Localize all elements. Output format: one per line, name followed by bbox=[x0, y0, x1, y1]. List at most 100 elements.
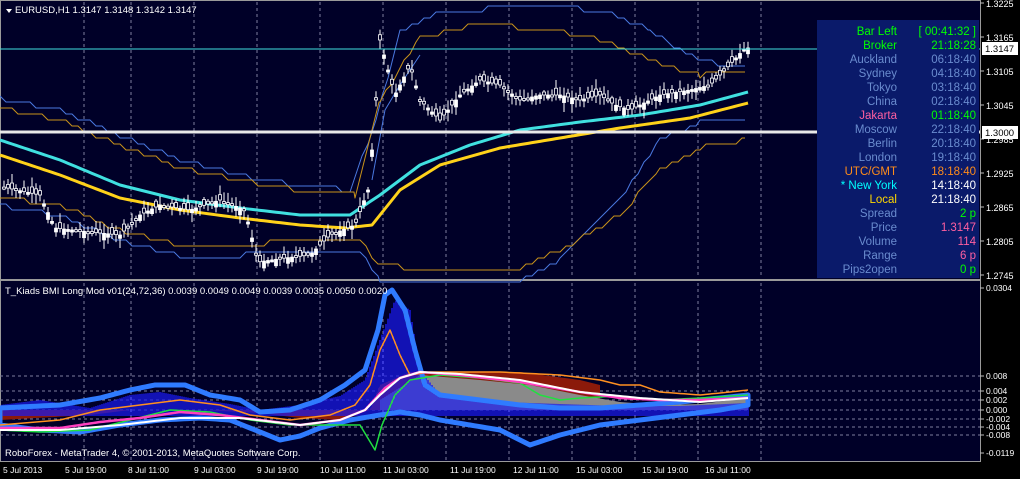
candle-body bbox=[526, 97, 530, 101]
candle-body bbox=[474, 82, 478, 86]
candle-body bbox=[158, 204, 162, 211]
price-scale-label: 1.3105 bbox=[986, 67, 1014, 77]
candle-body bbox=[502, 86, 506, 90]
candle-body bbox=[710, 77, 714, 84]
info-row-label: Pips2open bbox=[843, 264, 897, 276]
current-price-tag-bg bbox=[982, 42, 1018, 55]
candle-body bbox=[70, 229, 74, 233]
candle-body bbox=[390, 78, 394, 85]
candle-body bbox=[486, 81, 490, 85]
info-row-label: * New York bbox=[841, 180, 898, 192]
time-axis-label: 5 Jul 19:00 bbox=[65, 465, 107, 475]
candle-body bbox=[378, 34, 382, 41]
candle-body bbox=[698, 87, 702, 91]
time-axis-label: 5 Jul 2013 bbox=[3, 465, 42, 475]
info-row-value: 0 p bbox=[960, 264, 976, 276]
candle-body bbox=[686, 89, 690, 94]
candle-body bbox=[426, 107, 430, 111]
candle-body bbox=[338, 230, 342, 237]
candle-body bbox=[650, 93, 654, 100]
info-row-value: 114 bbox=[958, 236, 977, 248]
candle-body bbox=[554, 87, 558, 96]
candle-body bbox=[170, 202, 174, 208]
candle-body bbox=[102, 232, 106, 241]
candle-body bbox=[590, 90, 594, 98]
current-price-tag: 1.3147 bbox=[985, 44, 1014, 55]
candle-body bbox=[94, 228, 98, 233]
candle-body bbox=[182, 203, 186, 210]
info-row-label: Spread bbox=[860, 208, 897, 220]
candle-body bbox=[442, 108, 446, 116]
candle-body bbox=[738, 53, 742, 59]
candle-body bbox=[434, 108, 438, 117]
candle-body bbox=[10, 182, 14, 190]
candle-body bbox=[506, 90, 510, 93]
candle-body bbox=[622, 107, 626, 116]
info-row-label: Tokyo bbox=[867, 82, 897, 94]
chart-frame bbox=[0, 0, 981, 462]
sub-scale-label: -0.002 bbox=[986, 414, 1010, 424]
candle-body bbox=[262, 260, 266, 269]
candle-body bbox=[638, 104, 642, 108]
candle-body bbox=[214, 200, 218, 208]
candle-body bbox=[274, 258, 278, 267]
candle-body bbox=[430, 111, 434, 115]
candle-body bbox=[266, 260, 270, 264]
candle-body bbox=[382, 54, 386, 59]
candle-body bbox=[682, 90, 686, 96]
candle-body bbox=[210, 201, 214, 205]
sub-scale-label: 0.0304 bbox=[986, 283, 1012, 293]
price-scale-label: 1.3225 bbox=[986, 0, 1014, 9]
band-orange-lower bbox=[0, 137, 745, 271]
info-row-label: Moscow bbox=[855, 124, 898, 136]
candle-body bbox=[310, 252, 314, 257]
candle-body bbox=[586, 91, 590, 99]
candle-body bbox=[2, 186, 6, 190]
candle-body bbox=[222, 201, 226, 204]
candle-body bbox=[494, 78, 498, 85]
candle-body bbox=[454, 99, 458, 108]
candle-body bbox=[326, 230, 330, 238]
chart-title: EURUSD,H1 1.3147 1.3148 1.3142 1.3147 bbox=[6, 5, 197, 16]
candle-body bbox=[6, 184, 10, 189]
info-row-value: 18:18:40 bbox=[931, 166, 976, 178]
candle-body bbox=[22, 187, 26, 192]
candle-body bbox=[138, 214, 142, 221]
candle-body bbox=[186, 202, 190, 211]
price-axis bbox=[980, 0, 1020, 479]
candle-body bbox=[86, 231, 90, 235]
candle-body bbox=[278, 256, 282, 260]
candle-body bbox=[234, 205, 238, 211]
candle-body bbox=[722, 68, 726, 72]
info-row-value: 6 p bbox=[960, 250, 976, 262]
candle-body bbox=[14, 188, 18, 191]
candle-body bbox=[42, 203, 46, 207]
candle-body bbox=[398, 84, 402, 91]
candle-body bbox=[206, 200, 210, 205]
candle-body bbox=[514, 96, 518, 99]
candle-body bbox=[542, 91, 546, 96]
candle-body bbox=[522, 98, 526, 101]
candle-body bbox=[62, 228, 66, 235]
info-row-label: London bbox=[859, 152, 897, 164]
sub-scale-label: -0.004 bbox=[986, 422, 1010, 432]
candle-body bbox=[366, 189, 370, 193]
level-tag: 1.3000 bbox=[985, 128, 1014, 139]
sub-indicators bbox=[0, 287, 751, 451]
candle-body bbox=[374, 97, 378, 101]
candle-body bbox=[318, 240, 322, 246]
candle-body bbox=[570, 97, 574, 105]
candle-body bbox=[154, 200, 158, 208]
candle-body bbox=[362, 200, 366, 206]
candle-body bbox=[418, 99, 422, 102]
candle-body bbox=[26, 192, 30, 195]
candle-body bbox=[458, 94, 462, 98]
candle-body bbox=[18, 190, 22, 194]
info-row-value: 04:18:40 bbox=[931, 68, 976, 80]
time-axis-label: 9 Jul 03:00 bbox=[194, 465, 236, 475]
candle-body bbox=[538, 94, 542, 99]
info-panel-rows: Bar Left [ 00:41:32 ] Broker 21:18:28 Auckla… bbox=[841, 26, 977, 276]
candle-body bbox=[294, 255, 298, 258]
candle-body bbox=[694, 88, 698, 93]
